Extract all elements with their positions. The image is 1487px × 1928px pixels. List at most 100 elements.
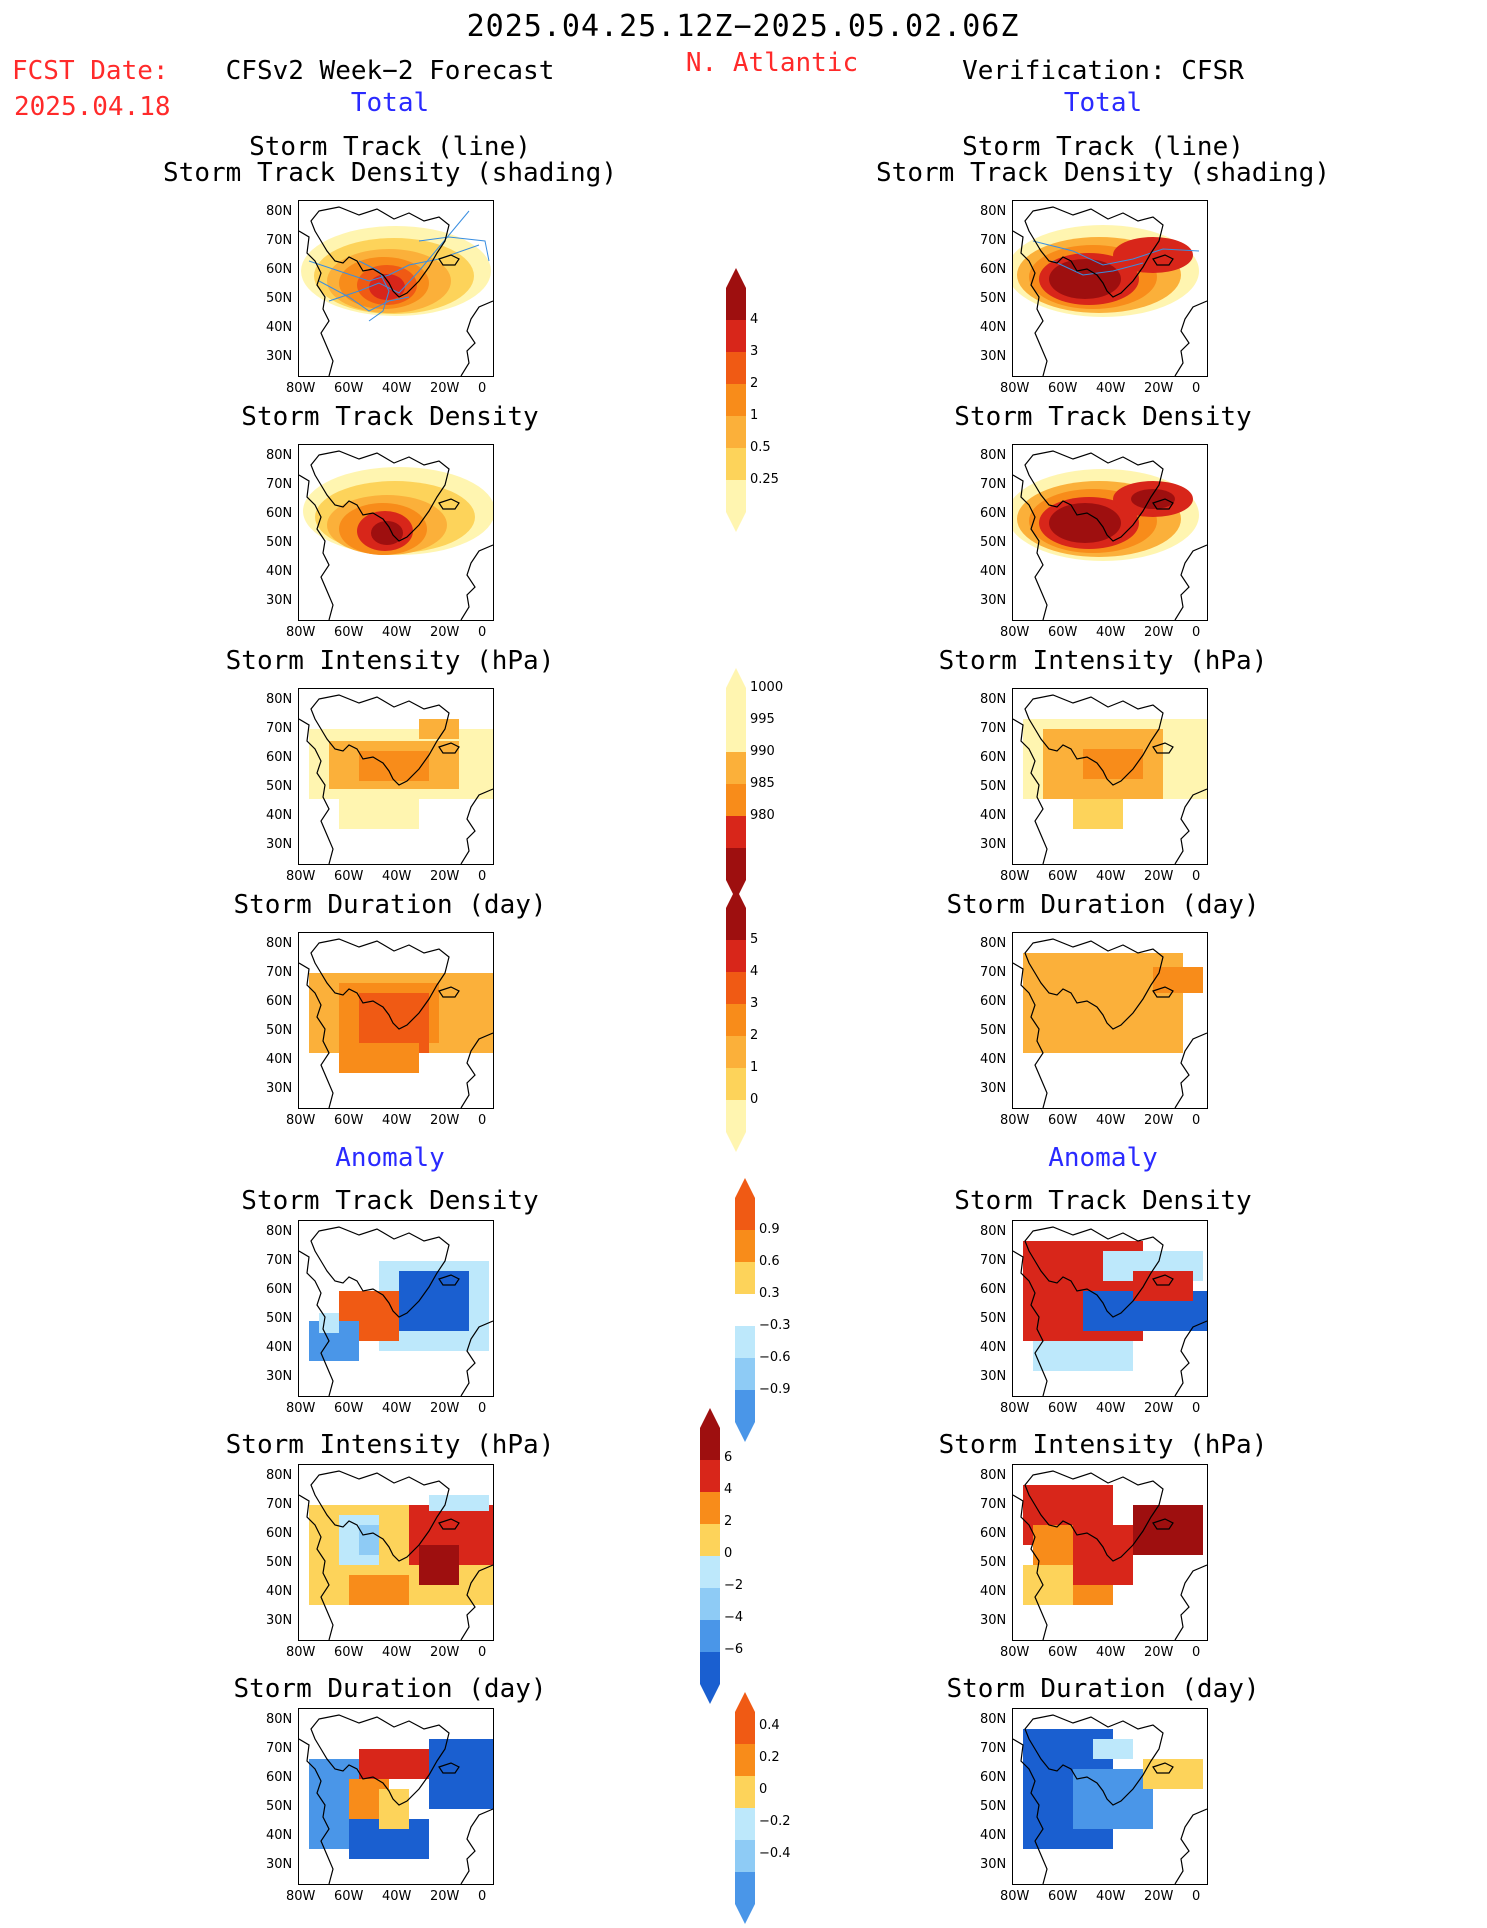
lon-tick-label: 40W <box>1096 1889 1126 1904</box>
lon-tick-label: 80W <box>1000 869 1030 884</box>
lat-tick-label: 60N <box>266 262 293 277</box>
lat-tick-label: 80N <box>266 204 293 219</box>
map-svg <box>299 206 493 376</box>
lat-tick-label: 30N <box>980 837 1007 852</box>
map-panel-vf-anom-duration <box>1012 1708 1208 1885</box>
colorbar-label: 0.9 <box>759 1222 780 1237</box>
map-svg <box>299 694 493 864</box>
lon-tick-label: 60W <box>1048 1645 1078 1660</box>
lat-tick-label: 40N <box>980 320 1007 335</box>
lat-tick-label: 80N <box>266 692 293 707</box>
left-total-label: Total <box>350 88 430 118</box>
lat-tick-label: 70N <box>980 1253 1007 1268</box>
map-svg <box>1013 938 1207 1108</box>
lat-tick-label: 40N <box>266 1828 293 1843</box>
lat-tick-label: 70N <box>266 1497 293 1512</box>
right-duration-title: Storm Duration (day) <box>946 890 1260 920</box>
right-track-shading-title: Storm Track Density (shading) <box>876 158 1330 188</box>
lat-tick-label: 50N <box>980 535 1007 550</box>
lat-tick-label: 60N <box>266 1282 293 1297</box>
lat-tick-label: 50N <box>266 291 293 306</box>
colorbar-label: 995 <box>750 712 775 727</box>
lon-tick-label: 40W <box>382 869 412 884</box>
right-anom-intensity-title: Storm Intensity (hPa) <box>938 1430 1268 1460</box>
lon-tick-label: 40W <box>1096 1645 1126 1660</box>
lon-tick-label: 60W <box>334 869 364 884</box>
map-panel-vf-anom-intensity <box>1012 1464 1208 1641</box>
lon-tick-label: 20W <box>1144 1889 1174 1904</box>
lat-tick-label: 50N <box>266 779 293 794</box>
lat-tick-label: 70N <box>266 721 293 736</box>
lat-tick-label: 70N <box>980 1497 1007 1512</box>
lat-tick-label: 70N <box>980 233 1007 248</box>
colorbar-duration-total <box>726 888 746 1156</box>
lat-tick-label: 60N <box>980 1282 1007 1297</box>
left-anom-intensity-title: Storm Intensity (hPa) <box>225 1430 555 1460</box>
lon-tick-label: 20W <box>1144 1113 1174 1128</box>
lat-tick-label: 30N <box>980 1369 1007 1384</box>
map-svg <box>1013 1714 1207 1884</box>
colorbar-label: 5 <box>750 932 759 947</box>
map-svg <box>299 450 493 620</box>
map-panel-fc-anom-density <box>298 1220 494 1397</box>
lon-tick-label: 0 <box>478 1645 487 1660</box>
lat-tick-label: 50N <box>980 779 1007 794</box>
map-panel-fc-duration <box>298 932 494 1109</box>
lon-tick-label: 0 <box>1192 1889 1201 1904</box>
lat-tick-label: 30N <box>266 593 293 608</box>
lat-tick-label: 30N <box>266 1613 293 1628</box>
left-anom-density-title: Storm Track Density <box>241 1186 539 1216</box>
lat-tick-label: 60N <box>980 994 1007 1009</box>
lat-tick-label: 30N <box>980 593 1007 608</box>
lat-tick-label: 60N <box>266 1770 293 1785</box>
colorbar-label: 4 <box>750 964 759 979</box>
lon-tick-label: 80W <box>286 1401 316 1416</box>
colorbar-label: −0.4 <box>759 1846 791 1861</box>
lon-tick-label: 60W <box>334 381 364 396</box>
lat-tick-label: 30N <box>266 1369 293 1384</box>
map-panel-fc-density <box>298 444 494 621</box>
lat-tick-label: 80N <box>266 448 293 463</box>
lon-tick-label: 20W <box>1144 1645 1174 1660</box>
left-track-shading-title: Storm Track Density (shading) <box>163 158 617 188</box>
right-column-title: Verification: CFSR <box>962 56 1244 86</box>
lon-tick-label: 80W <box>1000 1113 1030 1128</box>
lat-tick-label: 80N <box>980 1468 1007 1483</box>
lon-tick-label: 0 <box>1192 381 1201 396</box>
colorbar-label: −0.9 <box>759 1382 791 1397</box>
lon-tick-label: 0 <box>1192 625 1201 640</box>
lon-tick-label: 40W <box>1096 869 1126 884</box>
colorbar-label: 985 <box>750 776 775 791</box>
lat-tick-label: 30N <box>266 1857 293 1872</box>
colorbar-intensity-anom <box>700 1408 720 1708</box>
colorbar-label: 0.2 <box>759 1750 780 1765</box>
lon-tick-label: 80W <box>1000 1401 1030 1416</box>
left-anom-duration-title: Storm Duration (day) <box>233 1674 547 1704</box>
map-panel-vf-duration <box>1012 932 1208 1109</box>
lat-tick-label: 50N <box>980 1555 1007 1570</box>
colorbar-label: 980 <box>750 808 775 823</box>
lon-tick-label: 80W <box>1000 1645 1030 1660</box>
lat-tick-label: 70N <box>266 1741 293 1756</box>
map-svg <box>1013 1470 1207 1640</box>
lat-tick-label: 80N <box>266 1712 293 1727</box>
colorbar-label: 0 <box>759 1782 768 1797</box>
lon-tick-label: 80W <box>1000 1889 1030 1904</box>
lat-tick-label: 60N <box>980 506 1007 521</box>
lon-tick-label: 20W <box>1144 869 1174 884</box>
map-panel-vf-anom-density <box>1012 1220 1208 1397</box>
colorbar-label: 0.3 <box>759 1286 780 1301</box>
lon-tick-label: 0 <box>478 625 487 640</box>
lat-tick-label: 60N <box>266 1526 293 1541</box>
lon-tick-label: 40W <box>382 1645 412 1660</box>
lat-tick-label: 70N <box>980 477 1007 492</box>
map-panel-fc-intensity <box>298 688 494 865</box>
lat-tick-label: 50N <box>266 1799 293 1814</box>
region-label: N. Atlantic <box>685 48 859 78</box>
lat-tick-label: 50N <box>980 1799 1007 1814</box>
colorbar-label: 4 <box>750 312 759 327</box>
colorbar-label: −4 <box>724 1610 744 1625</box>
lon-tick-label: 20W <box>1144 1401 1174 1416</box>
colorbar-label: 1 <box>750 1060 759 1075</box>
colorbar-label: 3 <box>750 344 759 359</box>
